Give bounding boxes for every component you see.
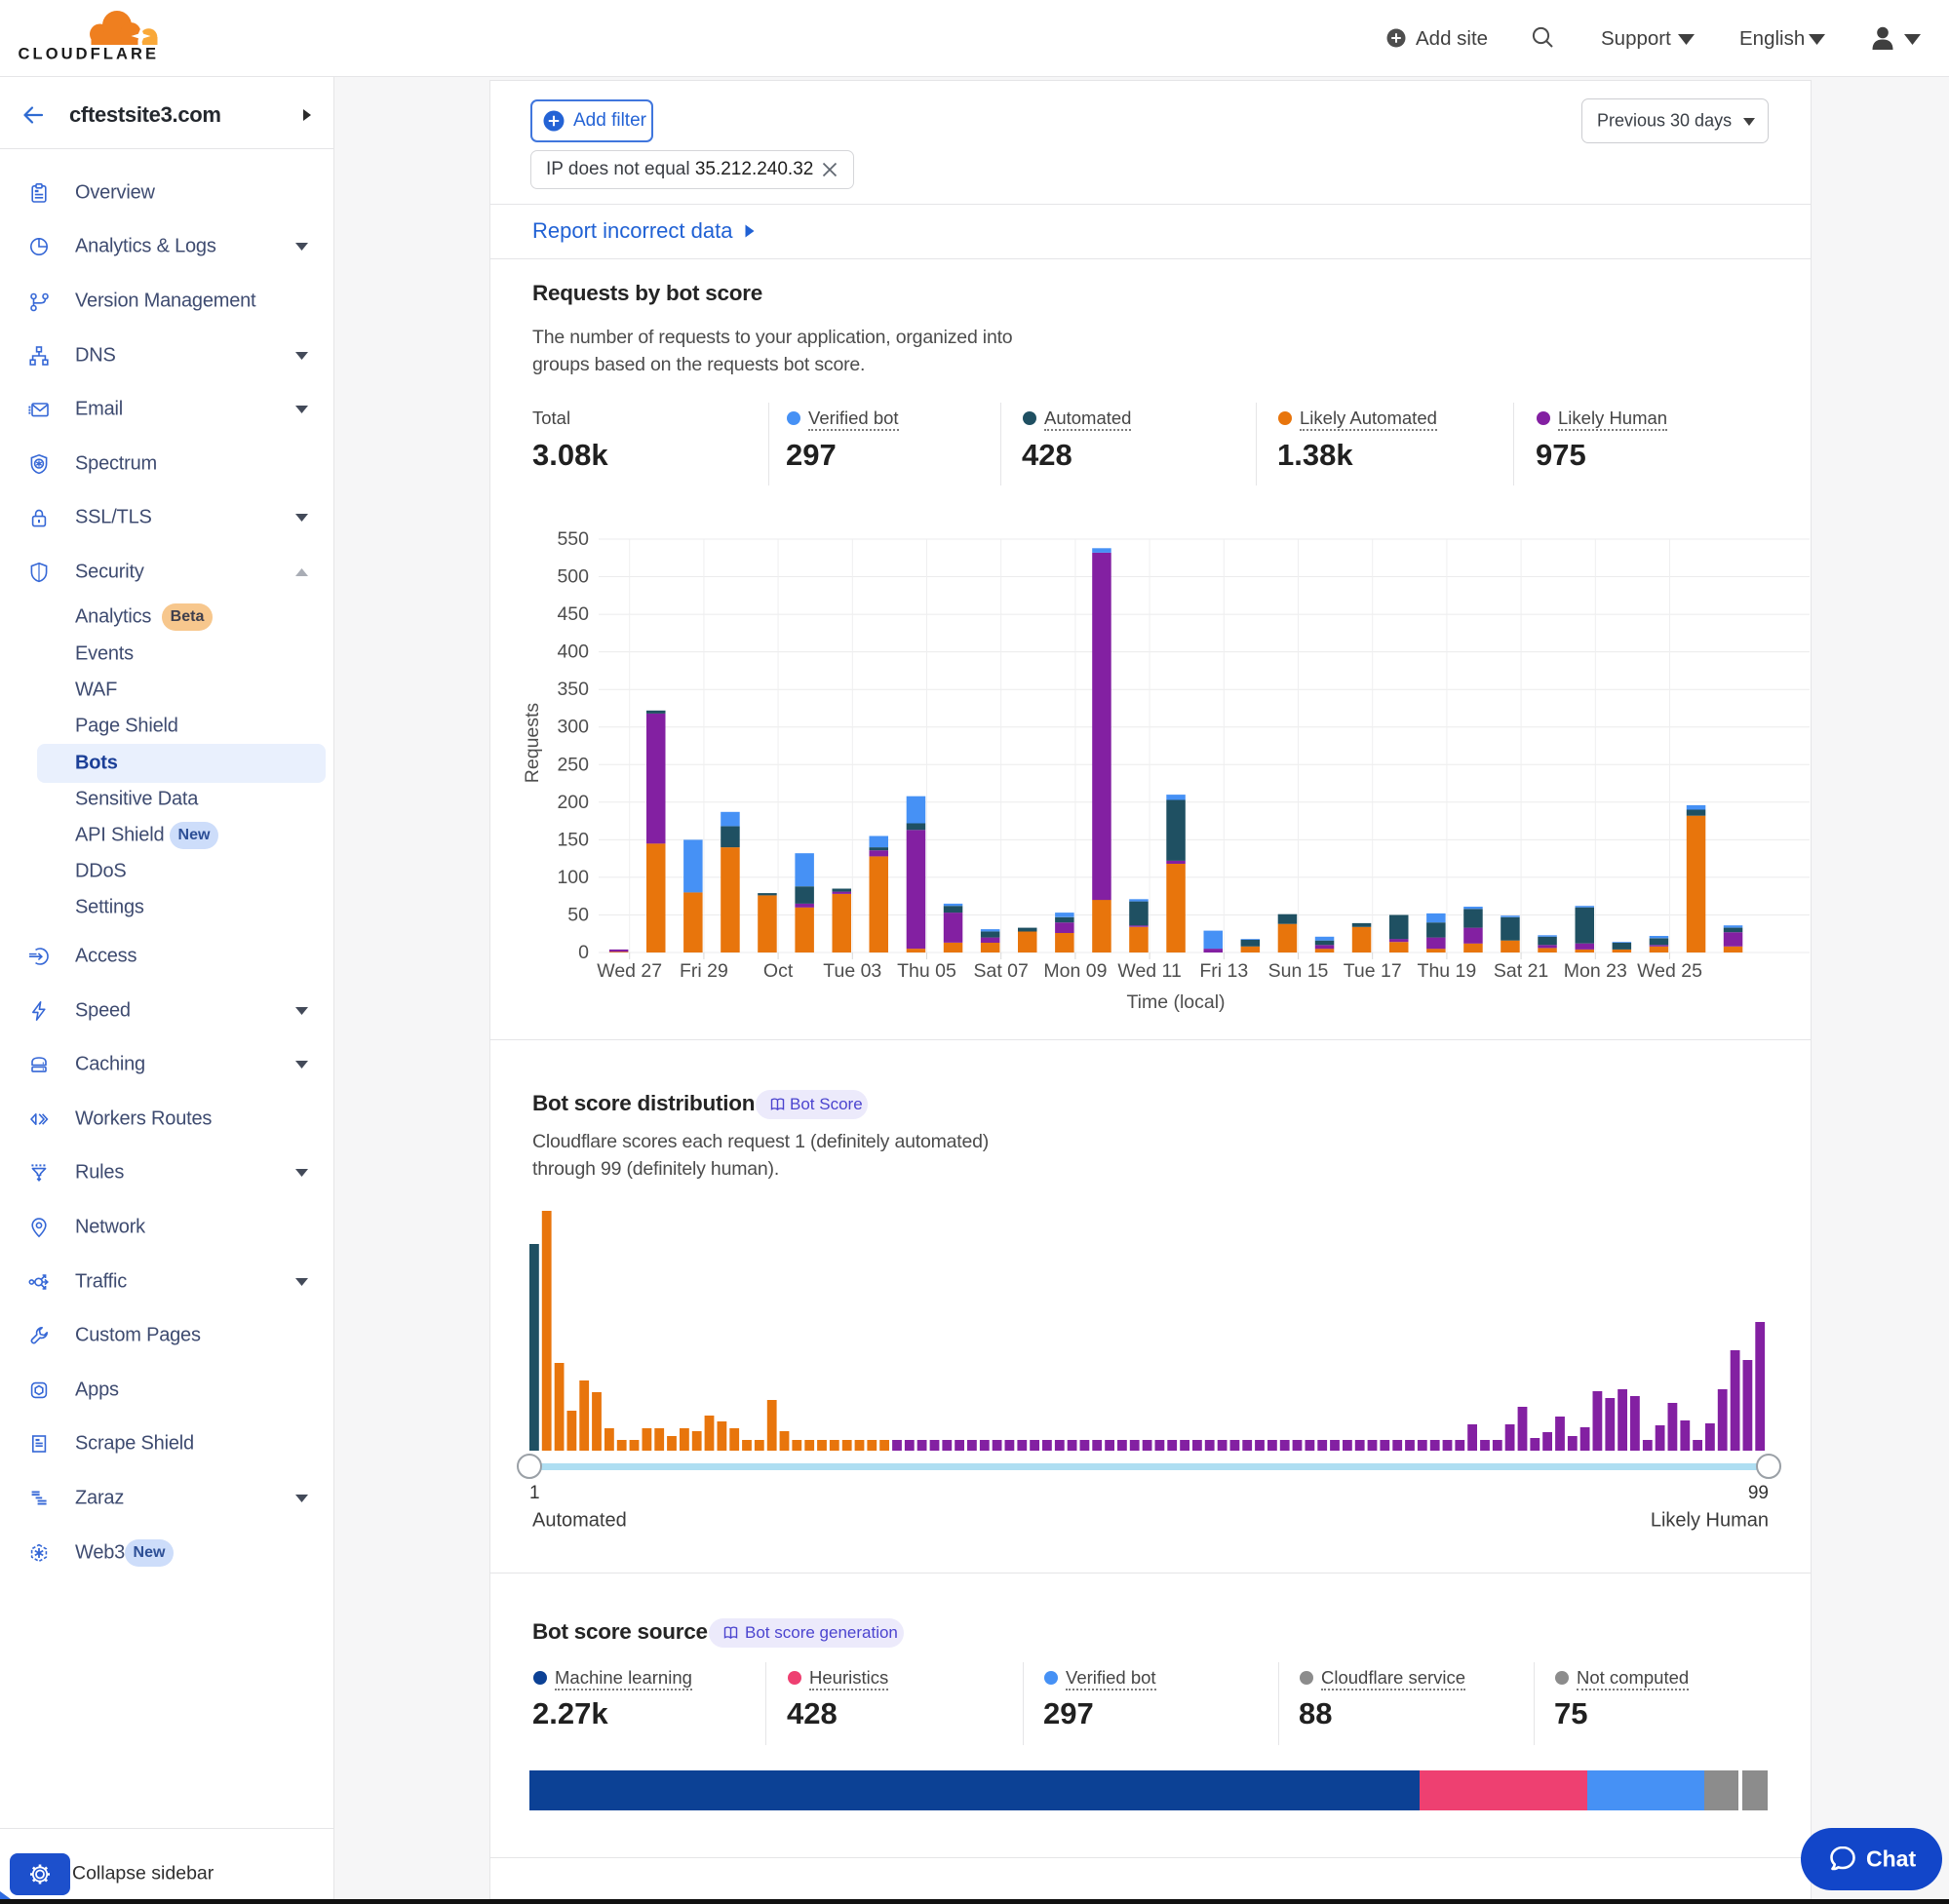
svg-text:Mon 23: Mon 23 (1564, 960, 1627, 982)
svg-text:200: 200 (557, 792, 589, 813)
svg-text:Sat 07: Sat 07 (974, 960, 1029, 982)
svg-text:500: 500 (557, 566, 589, 588)
svg-text:Thu 05: Thu 05 (897, 960, 956, 982)
svg-text:Wed 27: Wed 27 (597, 960, 662, 982)
svg-text:150: 150 (557, 829, 589, 850)
svg-text:350: 350 (557, 679, 589, 700)
svg-text:Oct: Oct (763, 960, 794, 982)
svg-text:Requests: Requests (522, 703, 543, 784)
svg-text:250: 250 (557, 754, 589, 775)
svg-text:100: 100 (557, 867, 589, 888)
svg-text:Fri 29: Fri 29 (680, 960, 728, 982)
svg-text:Sun 15: Sun 15 (1268, 960, 1329, 982)
svg-text:Wed 25: Wed 25 (1637, 960, 1702, 982)
svg-text:400: 400 (557, 641, 589, 663)
svg-text:300: 300 (557, 717, 589, 738)
svg-text:Fri 13: Fri 13 (1199, 960, 1248, 982)
svg-text:450: 450 (557, 603, 589, 625)
svg-text:Tue 03: Tue 03 (823, 960, 881, 982)
svg-text:Thu 19: Thu 19 (1418, 960, 1477, 982)
svg-text:Mon 09: Mon 09 (1043, 960, 1107, 982)
svg-text:Sat 21: Sat 21 (1494, 960, 1548, 982)
svg-text:Wed 11: Wed 11 (1117, 960, 1181, 982)
svg-text:CLOUDFLARE: CLOUDFLARE (19, 46, 160, 63)
svg-text:50: 50 (567, 905, 589, 926)
svg-text:0: 0 (578, 942, 589, 963)
svg-text:Time (local): Time (local) (1126, 991, 1225, 1013)
svg-text:550: 550 (557, 528, 589, 550)
svg-text:Tue 17: Tue 17 (1344, 960, 1402, 982)
